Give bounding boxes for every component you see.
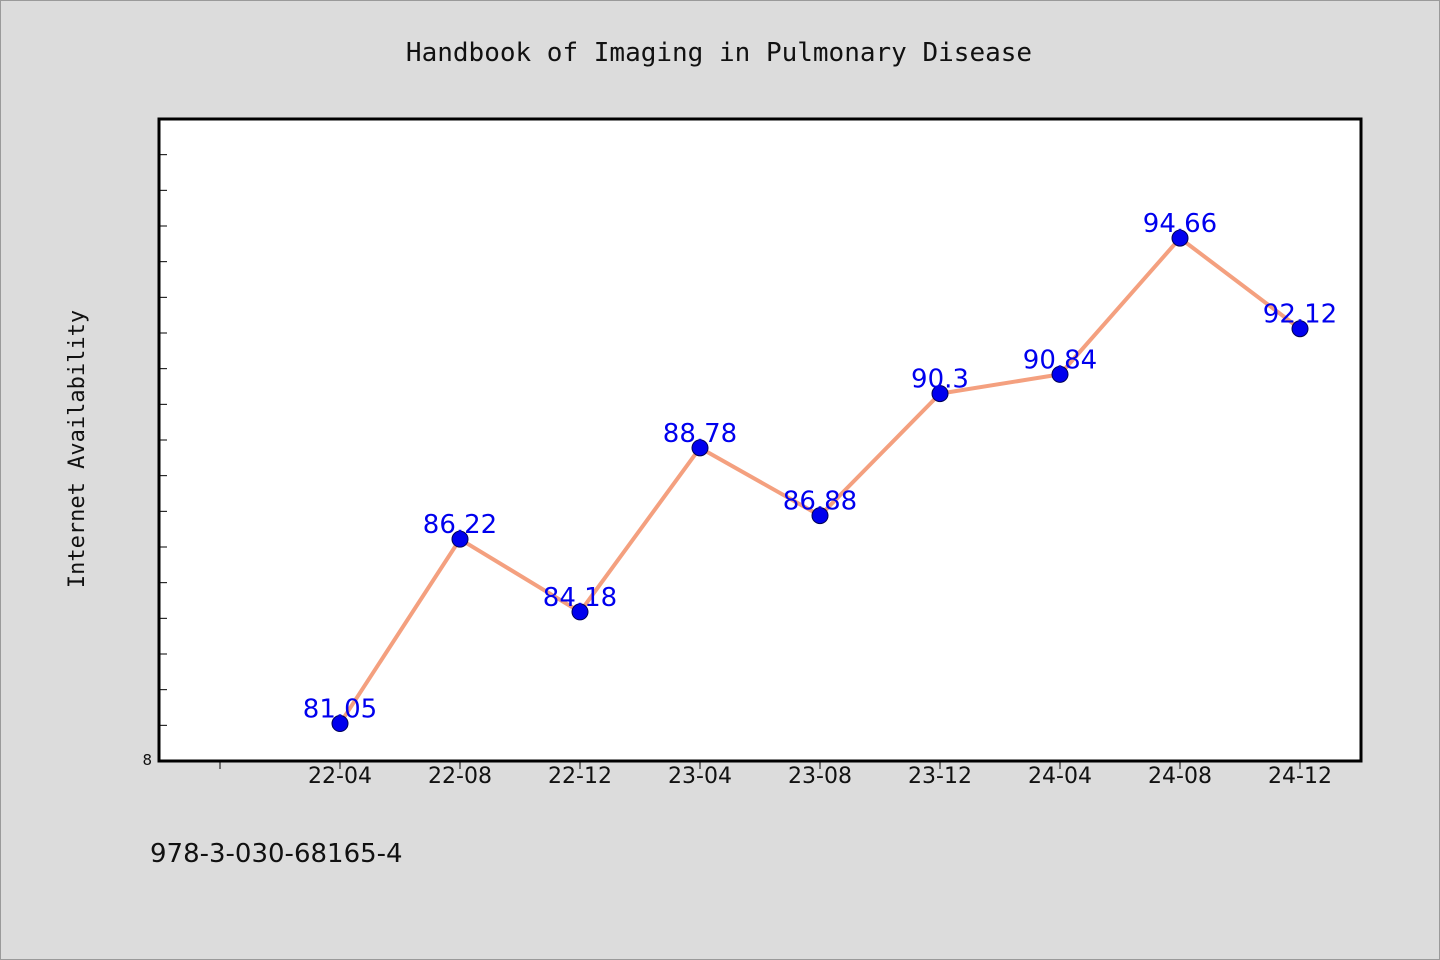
x-axis-tick-labels: 22-04 22-08 22-12 23-04 23-08 23-12 24-04 24-08… [308, 764, 1332, 789]
x-axis-ticks [219, 761, 1301, 769]
data-point [1171, 229, 1189, 247]
footer-isbn: 978-3-030-68165-4 [150, 839, 403, 869]
x-tick-label: 23-04 [668, 764, 732, 789]
x-tick-label: 22-12 [548, 764, 612, 789]
x-tick-label: 23-08 [788, 764, 852, 789]
x-tick-label: 22-08 [428, 764, 492, 789]
y-axis-ticks [159, 154, 167, 726]
data-point [1291, 320, 1309, 338]
data-label-group: 81.05 86.22 84.18 88.78 86.88 90.3 90.84 94.66 9… [303, 209, 1337, 724]
plot-area [157, 117, 1363, 763]
data-label: 84.18 [543, 583, 617, 613]
x-tick-label: 23-12 [908, 764, 972, 789]
data-label: 92.12 [1263, 300, 1337, 330]
data-point [331, 715, 349, 733]
x-tick-label: 24-08 [1148, 764, 1212, 789]
data-point [931, 385, 949, 403]
y-axis-min-label: 8 [142, 751, 152, 769]
data-point-group [331, 229, 1309, 733]
data-label: 94.66 [1143, 209, 1217, 239]
data-label: 90.84 [1023, 345, 1097, 375]
x-tick-label: 24-04 [1028, 764, 1092, 789]
data-label: 88.78 [663, 419, 737, 449]
data-point [811, 507, 829, 525]
data-label: 86.88 [783, 487, 857, 517]
x-tick-label: 22-04 [308, 764, 372, 789]
x-tick-label: 24-12 [1268, 764, 1332, 789]
data-label: 90.3 [911, 365, 969, 395]
data-point [691, 439, 709, 457]
data-label: 86.22 [423, 510, 497, 540]
data-label: 81.05 [303, 695, 377, 725]
data-point [571, 603, 589, 621]
data-point [1051, 365, 1069, 383]
chart-title: Handbook of Imaging in Pulmonary Disease [406, 38, 1032, 68]
y-axis-label: Internet Availability [65, 310, 90, 588]
data-point [451, 530, 469, 548]
